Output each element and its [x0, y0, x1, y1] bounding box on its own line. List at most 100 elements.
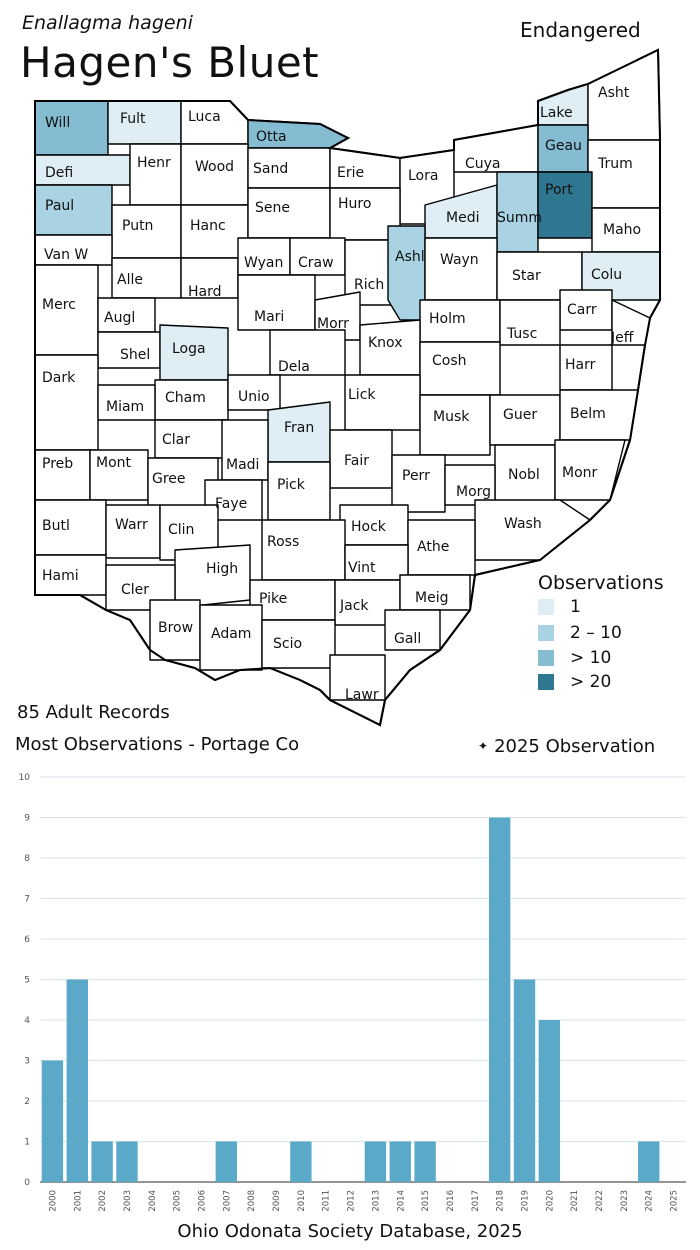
y-tick-label: 1: [24, 1138, 30, 1148]
county-label: Cosh: [432, 353, 467, 369]
x-tick-label: 2023: [620, 1190, 630, 1212]
bar-2020: [538, 1020, 561, 1182]
county-label: Miam: [106, 399, 144, 415]
bar-2001: [66, 979, 88, 1182]
county-label: Ashl: [395, 249, 425, 265]
county-adam: [199, 604, 263, 671]
records-count: 85 Adult Records: [17, 702, 170, 723]
county-henr: [129, 143, 182, 206]
x-tick-label: 2007: [222, 1190, 232, 1212]
county-label: Trum: [597, 156, 633, 172]
county-perr: [391, 454, 446, 513]
x-tick-label: 2024: [645, 1190, 655, 1212]
y-tick-label: 0: [24, 1178, 30, 1188]
county-label: Geau: [545, 138, 582, 154]
county-label: Belm: [570, 406, 606, 422]
county-label: Jeff: [610, 330, 634, 346]
county-label: Hami: [42, 568, 79, 584]
county-label: Otta: [256, 129, 287, 145]
county-label: Athe: [417, 539, 449, 555]
county-label: Madi: [226, 457, 259, 473]
county-label: Sand: [253, 161, 288, 177]
county-label: Scio: [273, 636, 302, 652]
county-colu: [581, 251, 661, 301]
county-label: Defi: [45, 165, 73, 181]
county-label: Van W: [44, 247, 88, 263]
x-tick-label: 2010: [297, 1190, 307, 1212]
y-tick-label: 9: [24, 814, 30, 824]
county-label: Hanc: [190, 218, 226, 234]
county-label: Luca: [188, 109, 221, 125]
county-label: Alle: [117, 272, 143, 288]
county-label: Faye: [215, 496, 247, 512]
bar-2003: [116, 1141, 138, 1182]
legend-title: Observations: [538, 572, 664, 594]
county-label: Gree: [152, 471, 186, 487]
legend-swatch: [538, 599, 554, 615]
county-label: Will: [45, 115, 70, 131]
x-tick-label: 2016: [446, 1190, 456, 1212]
x-tick-label: 2015: [421, 1190, 431, 1212]
county-label: Tusc: [506, 326, 537, 342]
x-tick-label: 2017: [471, 1190, 481, 1212]
county-label: Craw: [298, 255, 334, 271]
county-label: Ross: [267, 534, 299, 550]
bar-2002: [91, 1141, 113, 1182]
county-label: Medi: [446, 210, 479, 226]
county-label: Nobl: [508, 467, 540, 483]
county-label: Morg: [456, 484, 491, 500]
county-label: Monr: [562, 465, 598, 481]
county-musk: [419, 394, 491, 456]
county-label: Asht: [598, 85, 630, 101]
county-label: Holm: [429, 311, 466, 327]
county-label: Port: [545, 182, 573, 198]
x-tick-label: 2004: [148, 1190, 158, 1212]
x-tick-label: 2009: [272, 1190, 282, 1212]
county-label: Warr: [115, 517, 148, 533]
county-label: Summ: [497, 210, 542, 226]
county-label: Hock: [351, 519, 387, 535]
county-label: Clar: [162, 432, 190, 448]
y-tick-label: 2: [24, 1097, 30, 1107]
x-tick-label: 2025: [670, 1190, 680, 1212]
x-tick-label: 2018: [496, 1190, 506, 1212]
county-label: Fair: [344, 453, 369, 469]
bar-2019: [513, 979, 536, 1182]
county-label: Lora: [408, 168, 438, 184]
county-label: Wyan: [244, 255, 283, 271]
county-label: Vint: [348, 560, 376, 576]
bar-2010: [290, 1141, 312, 1182]
x-tick-label: 2003: [123, 1190, 133, 1212]
county-label: Knox: [368, 335, 402, 351]
county-label: Merc: [42, 297, 76, 313]
county-label: Carr: [567, 302, 597, 318]
county-label: Cham: [165, 390, 206, 406]
county-label: Guer: [503, 407, 537, 423]
county-label: Wash: [504, 516, 542, 532]
county-label: Dela: [278, 359, 310, 375]
county-label: Wayn: [440, 252, 479, 268]
county-label: High: [206, 561, 238, 577]
star-icon: ✦: [478, 739, 489, 753]
county-trum: [587, 139, 661, 209]
bar-2000: [41, 1060, 64, 1182]
scientific-name: Enallagma hageni: [22, 12, 193, 34]
county-label: Unio: [238, 389, 270, 405]
county-label: Adam: [211, 626, 251, 642]
county-label: Sene: [255, 200, 290, 216]
x-tick-label: 2001: [73, 1190, 83, 1212]
x-tick-label: 2013: [371, 1190, 381, 1212]
conservation-status: Endangered: [520, 18, 641, 42]
county-label: Cuya: [465, 156, 501, 172]
county-label: Morr: [317, 316, 349, 332]
county-label: Harr: [565, 357, 596, 373]
legend-swatch: [538, 650, 554, 666]
data-source: Ohio Odonata Society Database, 2025: [177, 1221, 523, 1242]
bar-2014: [389, 1141, 411, 1182]
county-label: Augl: [104, 310, 135, 326]
county-label: Butl: [42, 518, 70, 534]
x-tick-label: 2002: [98, 1190, 108, 1212]
legend-label: 2 – 10: [570, 623, 622, 643]
county-label: Wood: [195, 159, 234, 175]
x-tick-label: 2020: [545, 1190, 555, 1212]
